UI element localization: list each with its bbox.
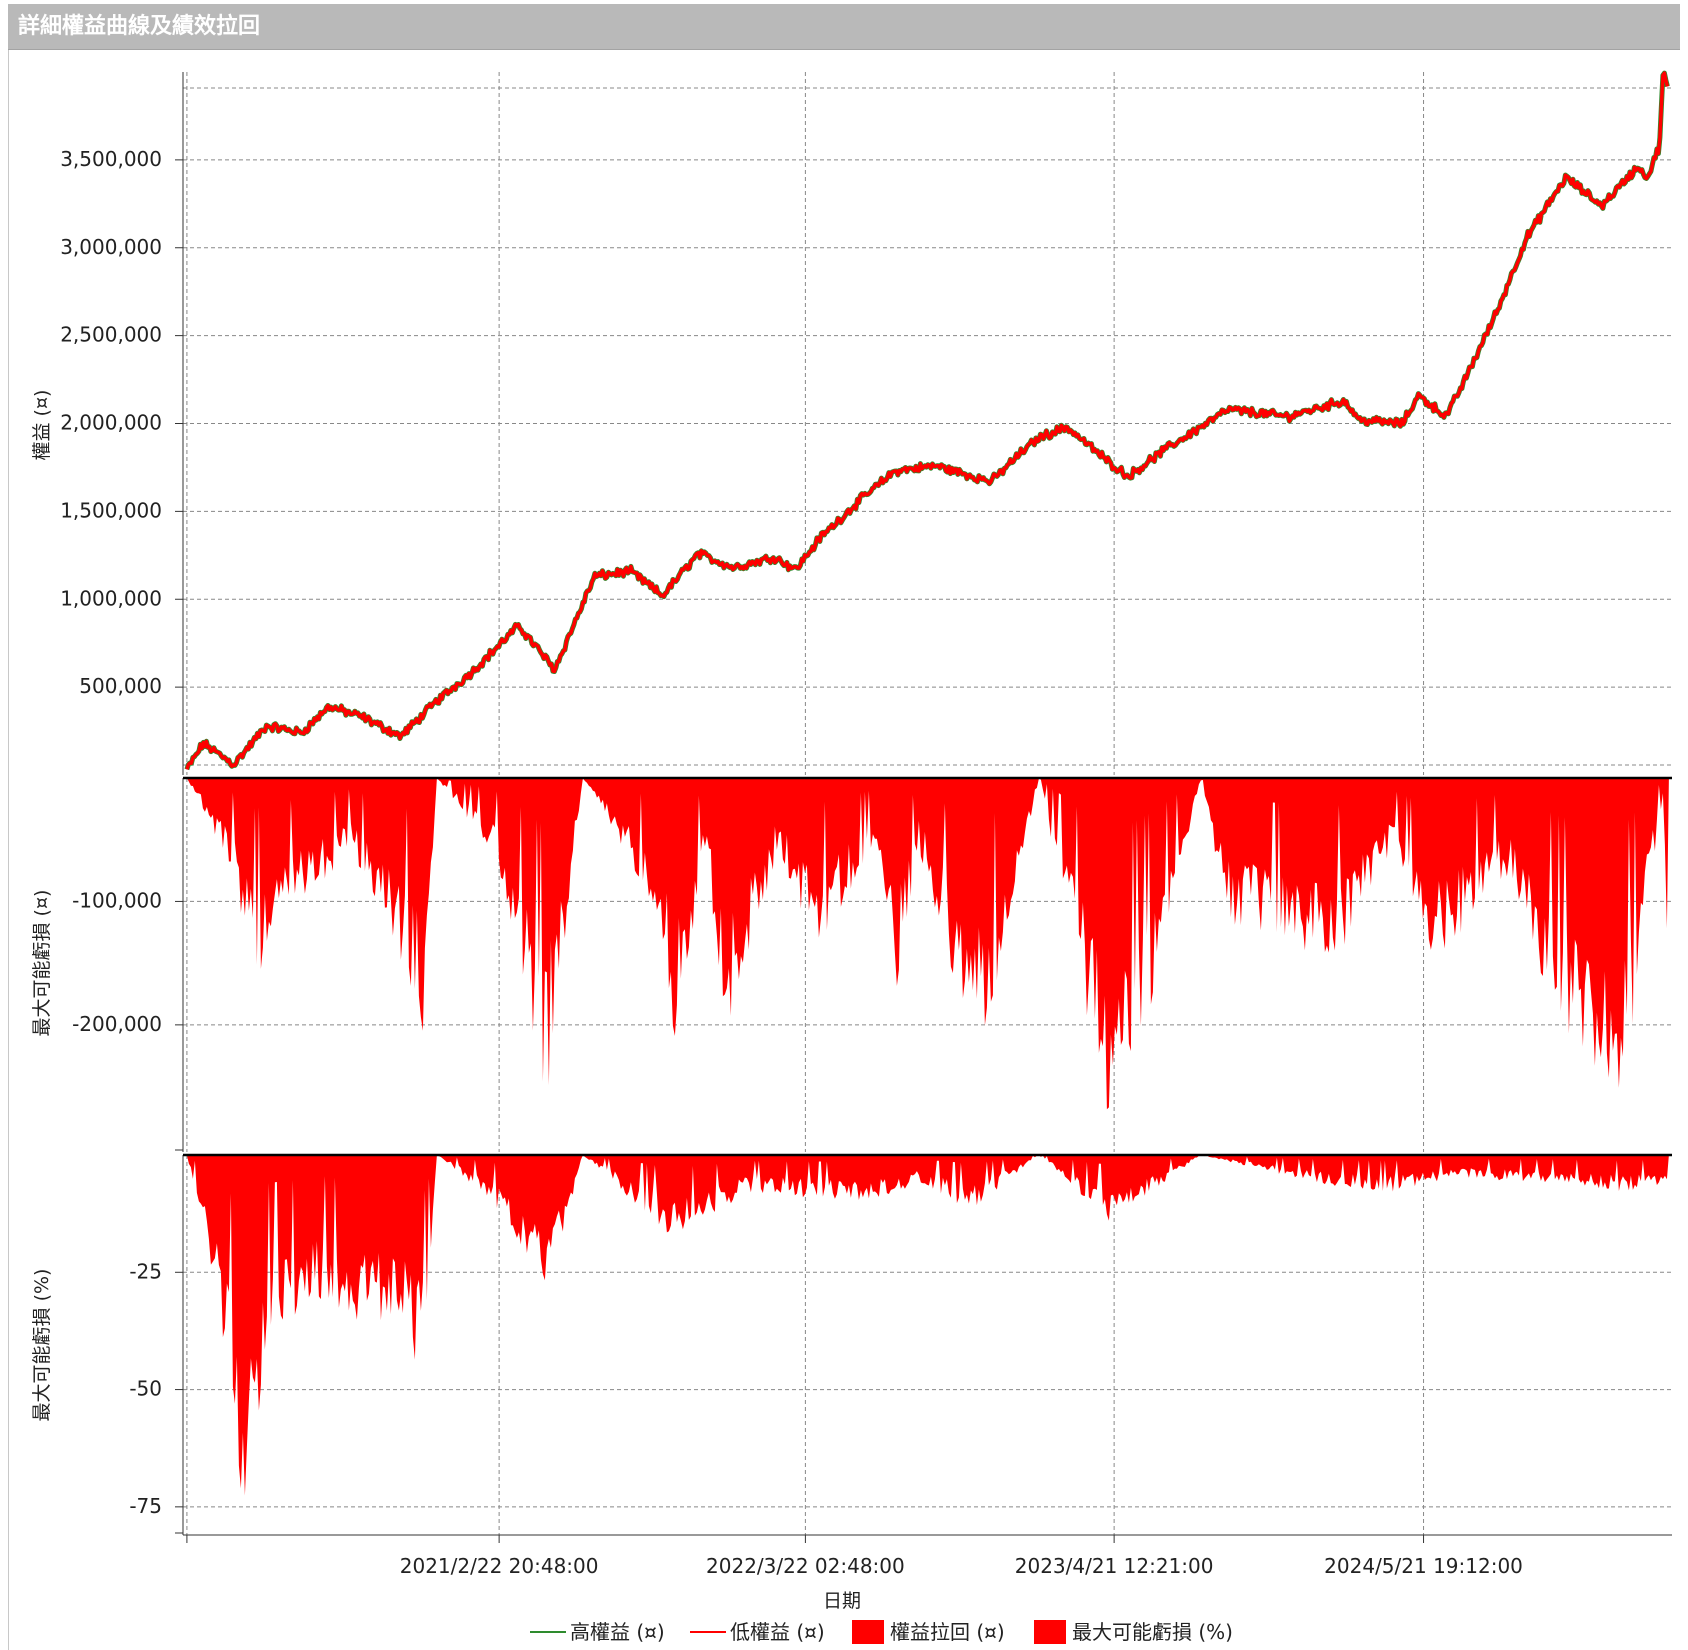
legend-label: 權益拉回 (¤) <box>890 1620 1005 1644</box>
panel-equity: 500,000 1,000,000 1,500,000 2,000,000 2,500,… <box>31 70 1672 775</box>
x-tick-label: 2021/2/22 20:48:00 <box>400 1554 599 1578</box>
panel-drawdown_percent: -25 -50 -75 最大可能虧損 (%) <box>31 1153 1672 1535</box>
x-tick-label: 2023/4/21 12:21:00 <box>1015 1554 1214 1578</box>
window-frame <box>8 50 9 1650</box>
series-area-drawdown_value <box>186 778 1669 1110</box>
y-tick-label: 3,500,000 <box>60 147 162 171</box>
legend-label: 最大可能虧損 (%) <box>1072 1620 1233 1644</box>
y-tick-label: 1,500,000 <box>60 498 162 522</box>
panel-drawdown_value: -100,000 -200,000 最大可能虧損 (¤) <box>31 776 1672 1152</box>
y-tick-label: 1,000,000 <box>60 586 162 610</box>
legend-item: 最大可能虧損 (%) <box>1034 1620 1233 1644</box>
legend-label: 低權益 (¤) <box>730 1620 825 1644</box>
x-tick-label: 2024/5/21 19:12:00 <box>1324 1554 1523 1578</box>
series-line-low-equity <box>185 71 1670 770</box>
legend-item: 權益拉回 (¤) <box>852 1620 1005 1644</box>
y-tick-label: -200,000 <box>72 1012 162 1036</box>
y-tick-label: 500,000 <box>79 674 162 698</box>
y-tick-label: -75 <box>129 1494 162 1518</box>
y-tick-label: 3,000,000 <box>60 235 162 259</box>
legend-box-swatch <box>1034 1620 1066 1644</box>
y-axis-title: 最大可能虧損 (¤) <box>31 890 53 1037</box>
y-axis-title: 最大可能虧損 (%) <box>31 1269 53 1422</box>
series-line-high-equity <box>184 70 1670 771</box>
x-axis-title: 日期 <box>823 1590 861 1612</box>
legend-box-swatch <box>852 1620 884 1644</box>
series-area-drawdown_percent <box>186 1155 1669 1496</box>
y-tick-label: 2,000,000 <box>60 411 162 435</box>
y-tick-label: -100,000 <box>72 888 162 912</box>
legend-item: 高權益 (¤) <box>530 1620 665 1644</box>
window-title: 詳細權益曲線及績效拉回 <box>8 4 1680 50</box>
y-tick-label: 2,500,000 <box>60 323 162 347</box>
y-tick-label: -25 <box>129 1259 162 1283</box>
y-tick-label: -50 <box>129 1377 162 1401</box>
x-tick-label: 2022/3/22 02:48:00 <box>706 1554 905 1578</box>
legend-label: 高權益 (¤) <box>570 1620 665 1644</box>
y-axis-title: 權益 (¤) <box>31 390 53 461</box>
legend-item: 低權益 (¤) <box>690 1620 825 1644</box>
